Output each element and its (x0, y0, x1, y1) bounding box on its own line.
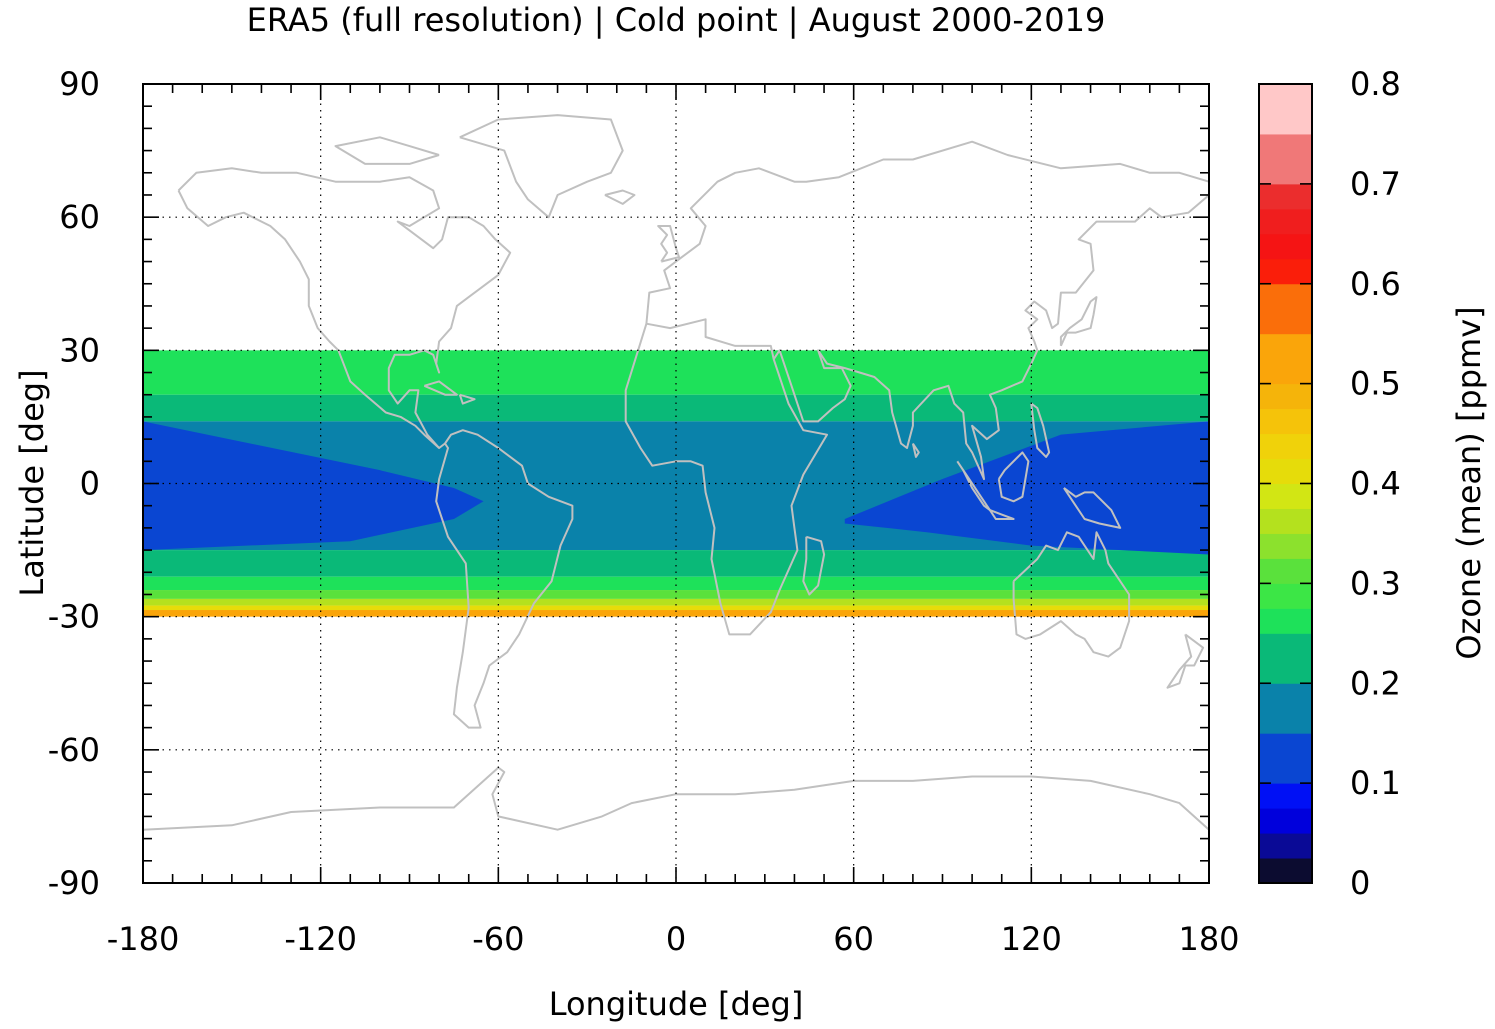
colorbar-tick-label: 0.5 (1350, 365, 1401, 403)
colorbar-level-1 (1259, 833, 1312, 859)
x-tick-label: -180 (107, 920, 180, 958)
y-tick-label: 30 (59, 331, 100, 369)
coastline-17 (1030, 402, 1051, 458)
colorbar-level-14 (1259, 433, 1312, 460)
colorbar-level-16 (1259, 383, 1312, 410)
colorbar-level-19 (1259, 258, 1312, 285)
ozone-band-6 (143, 598, 1209, 606)
colorbar-label: Ozone (mean) [ppmv] (1450, 306, 1488, 659)
x-tick-label: 0 (666, 920, 686, 958)
colorbar-level-13 (1259, 458, 1312, 484)
coastline-0 (177, 167, 574, 729)
x-tick-label: 60 (833, 920, 874, 958)
colorbar-tick-label: 0.4 (1350, 465, 1401, 503)
x-tick-label: 120 (1001, 920, 1062, 958)
colorbar-level-4 (1259, 733, 1312, 784)
x-tick-label: 180 (1178, 920, 1239, 958)
y-axis-label: Latitude [deg] (13, 369, 51, 596)
colorbar-level-8 (1259, 583, 1312, 609)
chart-title: ERA5 (full resolution) | Cold point | Au… (247, 1, 1106, 39)
coastline-10 (997, 451, 1030, 503)
coastline-13 (657, 225, 680, 263)
x-tick-labels: -180 -120 -60 0 60 120 180 (107, 920, 1240, 958)
coastlines (143, 114, 1209, 831)
coastline-7 (143, 766, 1209, 831)
coastline-15 (802, 535, 826, 596)
coastline-3 (645, 140, 1209, 324)
colorbar-level-20 (1259, 233, 1312, 260)
axis-ticks (142, 83, 1210, 884)
coastline-5 (772, 194, 1209, 481)
colorbar-level-5 (1259, 683, 1312, 734)
coastline-20 (911, 442, 920, 458)
colorbar-level-2 (1259, 808, 1312, 834)
coastline-19 (458, 393, 476, 405)
x-tick-label: -60 (472, 920, 524, 958)
y-tick-label: 60 (59, 198, 100, 236)
colorbar-level-23 (1259, 133, 1312, 185)
y-tick-label: 0 (80, 465, 100, 503)
colorbar-level-10 (1259, 533, 1312, 559)
coastline-8 (956, 460, 991, 512)
ozone-band-7 (143, 605, 1209, 611)
y-tick-label: -30 (48, 598, 100, 636)
colorbar-level-6 (1259, 633, 1312, 684)
plot-area (143, 84, 1209, 883)
x-tick-label: -120 (284, 920, 357, 958)
coastline-14 (604, 189, 636, 205)
ozone-band-1 (143, 394, 1209, 422)
colorbar-level-12 (1259, 483, 1312, 509)
colorbar-tick-label: 0.1 (1350, 764, 1401, 802)
coastline-18 (423, 380, 458, 396)
y-tick-labels: 90 60 30 0 -30 -60 -90 (48, 65, 100, 902)
coastline-6 (1012, 531, 1131, 658)
colorbar-level-11 (1259, 508, 1312, 534)
ozone-band-8 (143, 610, 1209, 617)
colorbar-level-7 (1259, 608, 1312, 634)
coastline-9 (989, 509, 1015, 520)
colorbar (1259, 84, 1312, 884)
colorbar-level-3 (1259, 783, 1312, 809)
colorbar-tick-label: 0.3 (1350, 564, 1401, 602)
coastline-12 (1059, 296, 1098, 347)
colorbar-level-17 (1259, 333, 1312, 385)
x-axis-label: Longitude [deg] (549, 985, 804, 1023)
ozone-band-0 (143, 350, 1209, 395)
ozone-band-4 (143, 576, 1209, 591)
colorbar-tick-label: 0.2 (1350, 664, 1401, 702)
colorbar-level-22 (1259, 183, 1312, 210)
colorbar-ticks: 0.8 0.7 0.6 0.5 0.4 0.3 0.2 0.1 0 (1259, 65, 1401, 902)
coastline-16 (1166, 633, 1205, 689)
y-tick-label: -60 (48, 731, 100, 769)
colorbar-level-9 (1259, 558, 1312, 584)
coastline-2 (459, 114, 624, 219)
colorbar-tick-label: 0 (1350, 864, 1370, 902)
colorbar-level-15 (1259, 408, 1312, 435)
colorbar-level-24 (1259, 84, 1312, 135)
colorbar-level-18 (1259, 283, 1312, 335)
grid-lines (143, 84, 1209, 883)
low-ozone-region-0 (143, 421, 484, 551)
colorbar-level-0 (1259, 858, 1312, 884)
y-tick-label: 90 (59, 65, 100, 103)
ozone-band-5 (143, 590, 1209, 599)
coastline-11 (1063, 487, 1122, 529)
colorbar-tick-label: 0.8 (1350, 65, 1401, 103)
coastline-1 (177, 190, 440, 449)
y-tick-label: -90 (48, 864, 100, 902)
colorbar-tick-label: 0.6 (1350, 265, 1401, 303)
coastline-21 (334, 136, 440, 165)
colorbar-tick-label: 0.7 (1350, 165, 1401, 203)
colorbar-level-21 (1259, 208, 1312, 235)
